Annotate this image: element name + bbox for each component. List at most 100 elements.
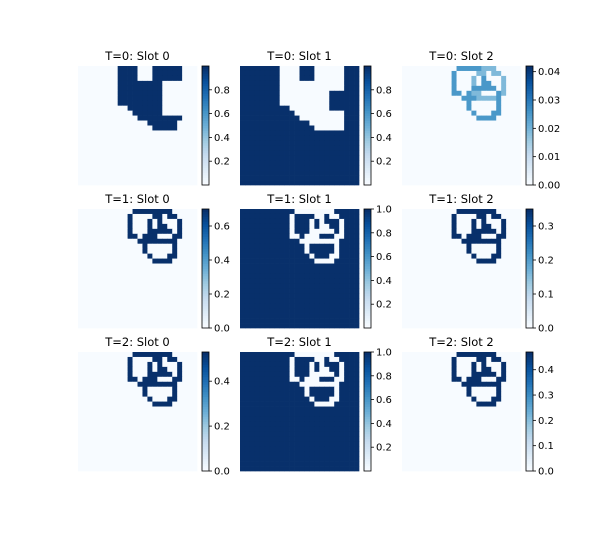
colorbar-segment xyxy=(364,130,371,134)
heatmap-cell xyxy=(334,180,340,186)
heatmap-cell xyxy=(334,243,340,250)
heatmap-cell xyxy=(329,381,335,388)
heatmap-cell xyxy=(299,95,305,102)
heatmap-cell xyxy=(309,352,315,358)
heatmap-cell xyxy=(461,140,467,146)
heatmap-cell xyxy=(314,411,320,417)
heatmap-cell xyxy=(451,85,457,92)
heatmap-cell xyxy=(167,441,173,447)
heatmap-cell xyxy=(309,431,315,437)
heatmap-cell xyxy=(441,120,447,126)
heatmap-cell xyxy=(319,155,325,161)
heatmap-cell xyxy=(461,233,467,240)
heatmap-cell xyxy=(132,451,138,457)
heatmap-cell xyxy=(421,180,428,186)
heatmap-cell xyxy=(137,466,143,472)
heatmap-cell xyxy=(92,268,99,274)
heatmap-cell xyxy=(334,258,340,264)
heatmap-cell xyxy=(491,155,497,161)
heatmap-cell xyxy=(339,441,345,447)
heatmap-cell xyxy=(117,155,123,161)
heatmap-cell xyxy=(142,441,148,447)
heatmap-cell xyxy=(192,233,198,240)
heatmap-cell xyxy=(127,233,133,240)
heatmap-cell xyxy=(516,120,522,126)
heatmap-cell xyxy=(102,258,109,264)
heatmap-cell xyxy=(436,165,443,171)
heatmap-cell xyxy=(122,391,128,397)
heatmap-cell xyxy=(329,243,335,250)
heatmap-cell xyxy=(456,180,462,186)
heatmap-cell xyxy=(411,90,418,97)
heatmap-cell xyxy=(466,145,472,151)
heatmap-cell xyxy=(461,298,467,304)
heatmap-cell xyxy=(309,223,315,230)
heatmap-cell xyxy=(471,70,477,77)
heatmap-cell xyxy=(137,431,143,437)
heatmap-cell xyxy=(102,406,109,412)
heatmap-cell xyxy=(304,361,310,368)
heatmap-cell xyxy=(97,401,104,407)
heatmap-cell xyxy=(132,446,138,452)
heatmap-cell xyxy=(137,396,143,402)
heatmap-cell xyxy=(461,278,467,284)
heatmap-cell xyxy=(102,263,109,269)
heatmap-cell xyxy=(329,446,335,452)
heatmap-cell xyxy=(294,155,300,161)
heatmap-cell xyxy=(402,313,408,319)
heatmap-cell xyxy=(329,180,335,186)
heatmap-cell xyxy=(501,165,507,171)
heatmap-cell xyxy=(349,318,355,324)
heatmap-cell xyxy=(436,303,443,309)
heatmap-cell xyxy=(466,80,472,87)
heatmap-cell xyxy=(329,218,335,225)
heatmap-cell xyxy=(511,298,517,304)
heatmap-cell xyxy=(506,268,512,274)
heatmap-cell xyxy=(102,356,109,363)
heatmap-cell xyxy=(471,233,477,240)
heatmap-cell xyxy=(486,293,492,299)
heatmap-cell xyxy=(82,436,89,442)
heatmap-cell xyxy=(406,248,413,254)
heatmap-cell xyxy=(349,100,355,107)
heatmap-cell xyxy=(349,66,355,72)
heatmap-cell xyxy=(112,180,119,186)
heatmap-cell xyxy=(446,95,452,102)
heatmap-cell xyxy=(172,223,178,230)
heatmap-cell xyxy=(274,386,281,393)
heatmap-cell xyxy=(354,180,360,186)
heatmap-cell xyxy=(349,366,355,373)
heatmap-cell xyxy=(107,120,114,126)
colorbar-segment xyxy=(202,258,209,262)
heatmap-cell xyxy=(334,66,340,72)
heatmap-cell xyxy=(406,120,413,126)
colorbar-segment xyxy=(364,226,371,230)
heatmap-cell xyxy=(122,233,128,240)
heatmap-cell xyxy=(436,130,443,136)
heatmap-cell xyxy=(501,120,507,126)
heatmap-cell xyxy=(441,213,447,220)
heatmap-cell xyxy=(299,288,305,294)
heatmap-cell xyxy=(142,416,148,422)
heatmap-cell xyxy=(451,308,457,314)
heatmap-cell xyxy=(147,70,153,77)
heatmap-cell xyxy=(249,90,256,97)
heatmap-cell xyxy=(402,170,408,176)
heatmap-cell xyxy=(411,180,418,186)
heatmap-cell xyxy=(319,293,325,299)
colorbar-segment xyxy=(526,127,533,131)
heatmap-cell xyxy=(254,140,261,146)
heatmap-cell xyxy=(314,243,320,250)
heatmap-cell xyxy=(97,258,104,264)
heatmap-cell xyxy=(299,209,305,215)
heatmap-cell xyxy=(264,318,271,324)
heatmap-cell xyxy=(157,66,163,72)
heatmap-cell xyxy=(82,90,89,97)
heatmap-cell xyxy=(279,451,285,457)
heatmap-cell xyxy=(177,406,183,412)
heatmap-cell xyxy=(240,268,246,274)
heatmap-cell xyxy=(411,218,418,225)
heatmap-cell xyxy=(314,130,320,136)
heatmap-cell xyxy=(249,238,256,245)
heatmap-cell xyxy=(112,75,119,82)
